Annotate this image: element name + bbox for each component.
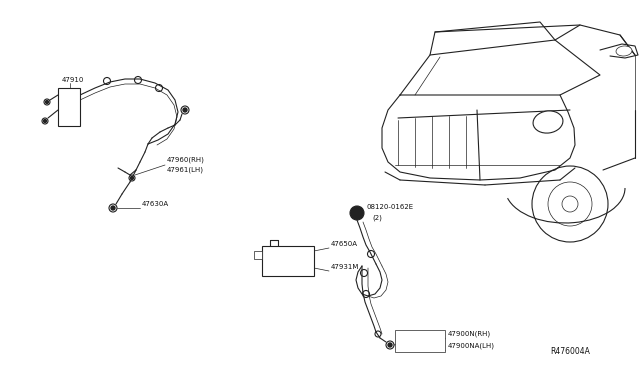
Ellipse shape: [616, 46, 632, 56]
Bar: [254, 251, 262, 259]
Text: B: B: [355, 208, 360, 218]
Circle shape: [131, 176, 134, 180]
Text: 47931M: 47931M: [331, 264, 360, 270]
Text: (2): (2): [372, 215, 382, 221]
Text: R476004A: R476004A: [550, 347, 590, 356]
Text: 47910: 47910: [62, 77, 84, 83]
Text: 47630A: 47630A: [142, 201, 169, 207]
Ellipse shape: [533, 111, 563, 133]
Text: 47900NA(LH): 47900NA(LH): [448, 343, 495, 349]
Text: 47900N(RH): 47900N(RH): [448, 331, 491, 337]
Circle shape: [183, 108, 187, 112]
Text: 47960(RH): 47960(RH): [167, 157, 205, 163]
Text: 47961(LH): 47961(LH): [167, 167, 204, 173]
Text: 47650A: 47650A: [331, 241, 358, 247]
Circle shape: [388, 343, 392, 347]
Text: 08120-0162E: 08120-0162E: [367, 204, 414, 210]
Circle shape: [45, 100, 49, 103]
Circle shape: [350, 206, 364, 220]
Bar: [58, 88, 80, 126]
Circle shape: [111, 206, 115, 210]
Bar: [262, 246, 314, 276]
Circle shape: [44, 119, 47, 122]
Bar: [395, 330, 445, 352]
